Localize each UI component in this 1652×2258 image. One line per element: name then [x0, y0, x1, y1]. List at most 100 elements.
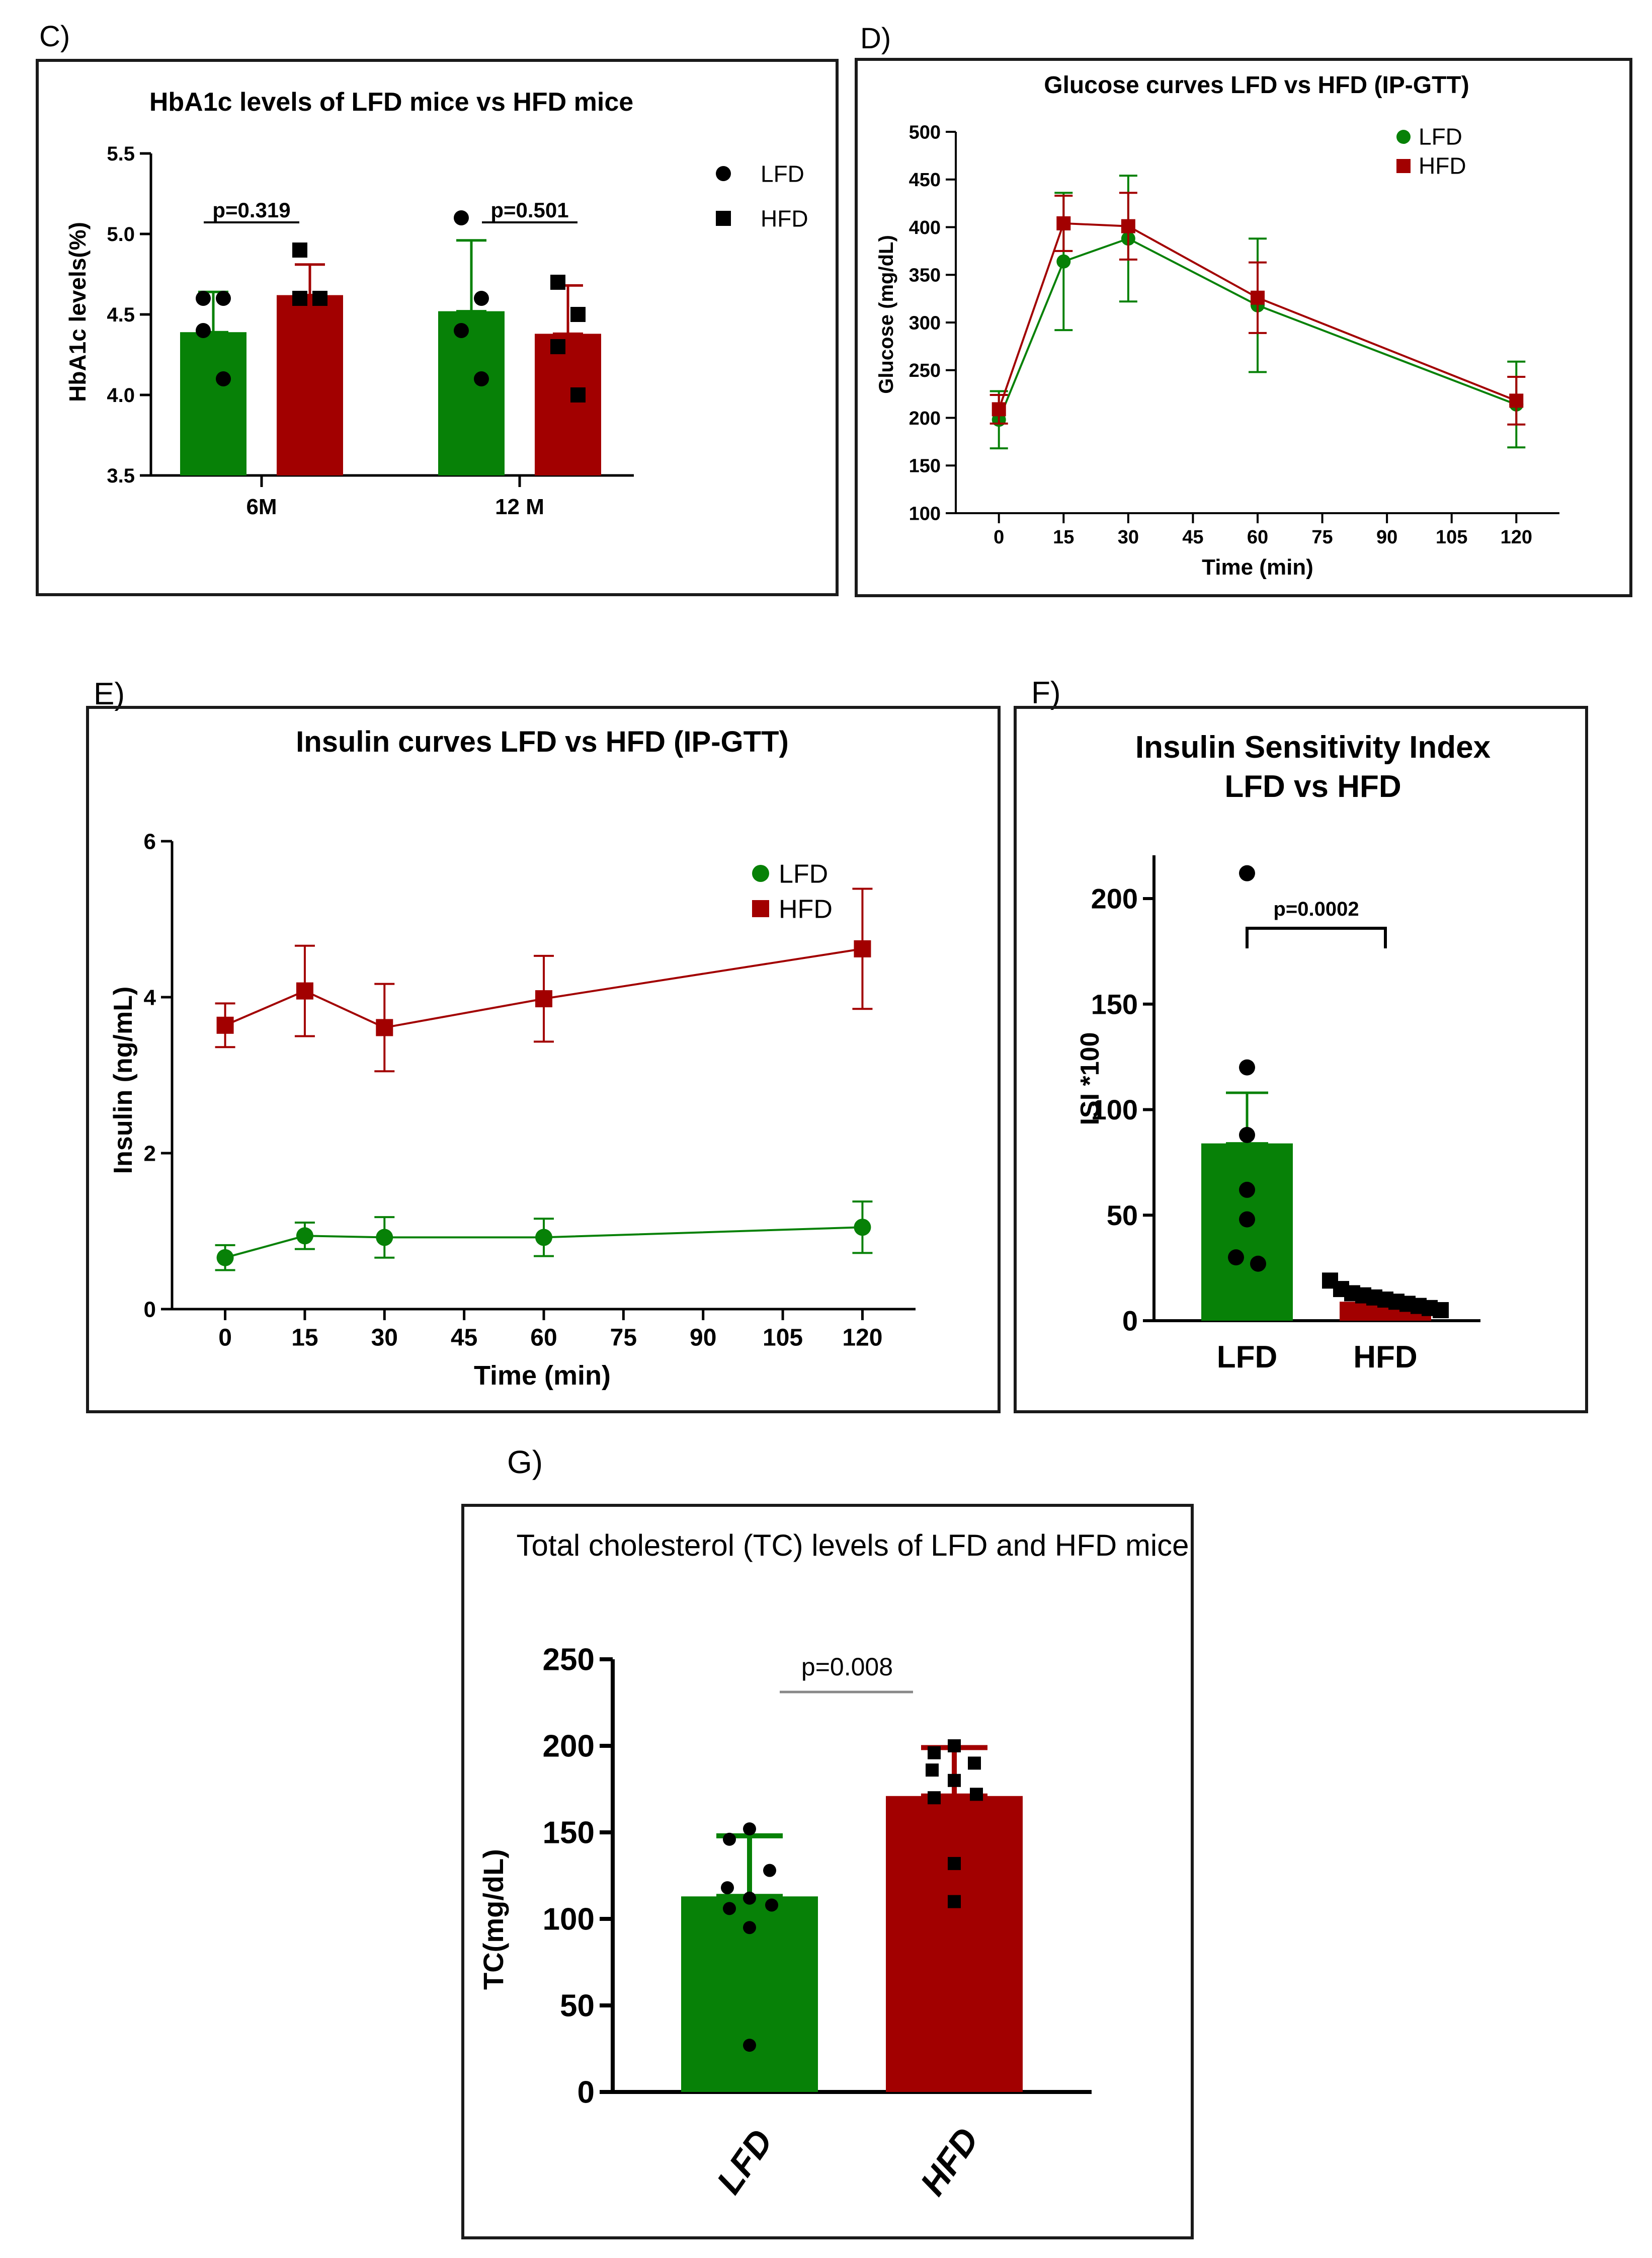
chart-c-y-tick-label: 4.0 — [107, 384, 135, 407]
chart-e-point — [296, 982, 313, 1000]
chart-c-y-tick-label: 3.5 — [107, 465, 135, 487]
chart-c-bar — [438, 311, 505, 475]
chart-c-y-tick-label: 4.5 — [107, 304, 135, 326]
chart-e-point — [535, 1229, 552, 1246]
chart-e-legend-label: HFD — [779, 895, 833, 924]
chart-g: Total cholesterol (TC) levels of LFD and… — [477, 1528, 1189, 2203]
chart-e-x-tick-label: 30 — [371, 1324, 398, 1351]
chart-g-point — [948, 1739, 961, 1752]
chart-d-y-axis-label: Glucose (mg/dL) — [875, 235, 897, 394]
chart-e-x-tick-label: 15 — [291, 1324, 318, 1351]
chart-c-annotation-pvalue: p=0.501 — [490, 198, 568, 222]
chart-g-y-tick-label: 50 — [560, 1989, 595, 2024]
chart-d-x-tick-label: 15 — [1053, 527, 1074, 548]
chart-g-y-axis-label: TC(mg/dL) — [477, 1849, 509, 1990]
chart-g-point — [743, 1822, 756, 1836]
chart-g-y-tick-label: 0 — [577, 2075, 595, 2110]
chart-e-legend-label: LFD — [779, 860, 828, 889]
chart-d-title: Glucose curves LFD vs HFD (IP-GTT) — [1044, 72, 1469, 99]
chart-d-y-tick-label: 100 — [909, 503, 941, 524]
chart-f-title-line2: LFD vs HFD — [1224, 769, 1401, 804]
chart-f-point — [1239, 865, 1255, 881]
chart-c-point — [196, 291, 211, 306]
chart-e-point — [854, 940, 871, 957]
chart-e-x-tick-label: 75 — [610, 1324, 637, 1351]
chart-g-point — [948, 1773, 961, 1787]
chart-g-title: Total cholesterol (TC) levels of LFD and… — [516, 1528, 1189, 1562]
chart-g-point — [948, 1895, 961, 1908]
panel-label-g: G) — [507, 1444, 543, 1480]
chart-g-annotation-pvalue: p=0.008 — [801, 1653, 893, 1681]
chart-c-point — [454, 210, 469, 225]
chart-c-point — [550, 275, 565, 290]
chart-g-point — [928, 1746, 941, 1759]
panel-g-frame — [461, 1504, 1194, 2239]
chart-c-x-tick-label: 12 M — [495, 495, 544, 519]
chart-d-point — [992, 402, 1006, 417]
chart-f-significance-bracket — [1246, 927, 1387, 948]
chart-f-x-tick-label: HFD — [1353, 1340, 1417, 1375]
chart-g-point — [743, 1891, 756, 1905]
chart-f-bar — [1201, 1143, 1293, 1321]
chart-c-point — [216, 291, 231, 306]
panel-d-frame — [855, 58, 1632, 597]
chart-d-point — [1056, 216, 1071, 230]
chart-e-x-tick-label: 45 — [451, 1324, 477, 1351]
chart-e-point — [376, 1019, 393, 1036]
chart-g-point — [763, 1864, 776, 1877]
chart-c-legend-marker — [716, 211, 731, 226]
chart-d-point — [1056, 254, 1071, 269]
chart-f-point — [1239, 1059, 1255, 1076]
chart-c-y-tick-label: 5.5 — [107, 143, 135, 165]
chart-d-x-axis-label: Time (min) — [1202, 555, 1313, 580]
chart-g-point — [970, 1788, 983, 1801]
chart-e-x-axis-label: Time (min) — [474, 1360, 611, 1391]
chart-e-y-tick-label: 6 — [144, 829, 156, 854]
chart-d-y-tick-label: 150 — [909, 456, 941, 477]
chart-c-y-tick-label: 5.0 — [107, 223, 135, 246]
chart-g-point — [723, 1832, 736, 1846]
chart-e-point — [296, 1227, 313, 1245]
chart-c-annotation-pvalue: p=0.319 — [212, 198, 290, 222]
chart-f-point — [1239, 1211, 1255, 1228]
chart-e-point — [216, 1249, 234, 1266]
chart-e-legend-marker — [752, 865, 769, 882]
chart-g-point — [721, 1881, 734, 1895]
chart-d-legend-marker — [1396, 159, 1411, 173]
chart-d-y-tick-label: 250 — [909, 360, 941, 381]
chart-f-y-tick-label: 100 — [1091, 1094, 1138, 1125]
chart-f-y-axis-label: ISI *100 — [1076, 1032, 1105, 1125]
chart-g-point — [948, 1857, 961, 1870]
chart-c-bar — [277, 295, 343, 475]
chart-c-bar — [180, 332, 246, 475]
chart-e-point — [854, 1219, 871, 1236]
chart-f-point — [1239, 1181, 1255, 1198]
chart-d-y-tick-label: 500 — [909, 122, 941, 143]
chart-e-y-axis-label: Insulin (ng/mL) — [109, 987, 138, 1174]
chart-e-y-tick-label: 4 — [144, 985, 156, 1010]
chart-e: Insulin curves LFD vs HFD (IP-GTT) Insul… — [109, 725, 916, 1391]
chart-f-point — [1239, 1126, 1255, 1143]
chart-g-bar — [886, 1796, 1023, 2092]
chart-g-y-tick-label: 200 — [543, 1729, 595, 1764]
chart-e-x-tick-label: 90 — [690, 1324, 716, 1351]
chart-e-x-tick-label: 120 — [842, 1324, 882, 1351]
chart-d-x-tick-label: 90 — [1376, 527, 1397, 548]
chart-f-y-tick-label: 150 — [1091, 988, 1138, 1020]
chart-d-legend-label: HFD — [1419, 152, 1466, 179]
chart-g-y-tick-label: 250 — [543, 1643, 595, 1677]
chart-d-x-tick-label: 30 — [1118, 527, 1139, 548]
chart-f-x-tick-label: LFD — [1217, 1340, 1278, 1375]
chart-d-x-tick-label: 45 — [1182, 527, 1203, 548]
chart-e-point — [216, 1016, 234, 1034]
chart-e-title: Insulin curves LFD vs HFD (IP-GTT) — [296, 725, 789, 758]
chart-e-x-tick-label: 60 — [530, 1324, 557, 1351]
chart-d-legend-label: LFD — [1419, 123, 1462, 149]
chart-c-legend-marker — [716, 166, 731, 181]
chart-g-x-tick-label: HFD — [913, 2121, 986, 2203]
chart-f-point — [1433, 1302, 1449, 1319]
chart-f-y-tick-label: 50 — [1107, 1199, 1138, 1231]
chart-c-point — [196, 323, 211, 338]
chart-e-point — [535, 990, 552, 1008]
